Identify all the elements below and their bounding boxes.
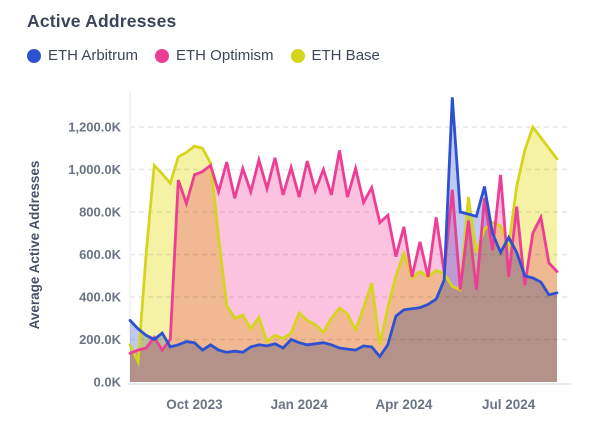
y-tick-label: 400.0K	[79, 290, 122, 305]
legend-dot-eth-optimism-icon	[155, 48, 170, 63]
y-tick-label: 600.0K	[79, 247, 122, 262]
legend-label-eth-optimism: ETH Optimism	[176, 47, 274, 64]
y-tick-label: 1,200.0K	[68, 120, 121, 135]
legend-item-eth-optimism[interactable]: ETH Optimism	[155, 47, 274, 64]
x-tick-label: Oct 2023	[166, 397, 223, 412]
y-axis-title: Average Active Addresses	[27, 161, 42, 330]
series-line-eth-optimism	[128, 150, 559, 355]
legend-item-eth-base[interactable]: ETH Base	[290, 47, 380, 64]
x-tick-label: Jul 2024	[482, 397, 536, 412]
legend-item-eth-arbitrum[interactable]: ETH Arbitrum	[27, 47, 138, 64]
y-tick-label: 200.0K	[79, 332, 122, 347]
x-tick-label: Apr 2024	[375, 397, 433, 412]
legend-dot-eth-arbitrum-icon	[27, 48, 41, 63]
y-tick-label: 800.0K	[79, 205, 122, 220]
y-tick-label: 1,000.0K	[68, 162, 121, 177]
legend-label-eth-arbitrum: ETH Arbitrum	[48, 47, 139, 64]
chart-title: Active Addresses	[27, 11, 177, 31]
x-tick-label: Jan 2024	[271, 397, 329, 412]
y-tick-label: 0.0K	[94, 375, 122, 390]
legend-dot-eth-base-icon	[290, 48, 305, 63]
series-line-eth-base	[128, 124, 559, 368]
chart-legend: ETH Arbitrum ETH Optimism ETH Base	[27, 47, 380, 64]
legend-label-eth-base: ETH Base	[311, 47, 380, 64]
series-line-eth-arbitrum	[128, 97, 559, 359]
